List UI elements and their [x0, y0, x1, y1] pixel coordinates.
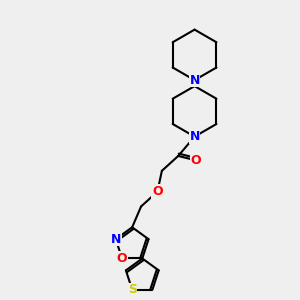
Text: O: O	[152, 185, 163, 198]
Text: N: N	[189, 74, 200, 87]
Text: N: N	[189, 130, 200, 143]
Text: O: O	[117, 252, 127, 265]
Text: N: N	[111, 233, 121, 246]
Text: S: S	[128, 283, 137, 296]
Text: O: O	[191, 154, 201, 167]
